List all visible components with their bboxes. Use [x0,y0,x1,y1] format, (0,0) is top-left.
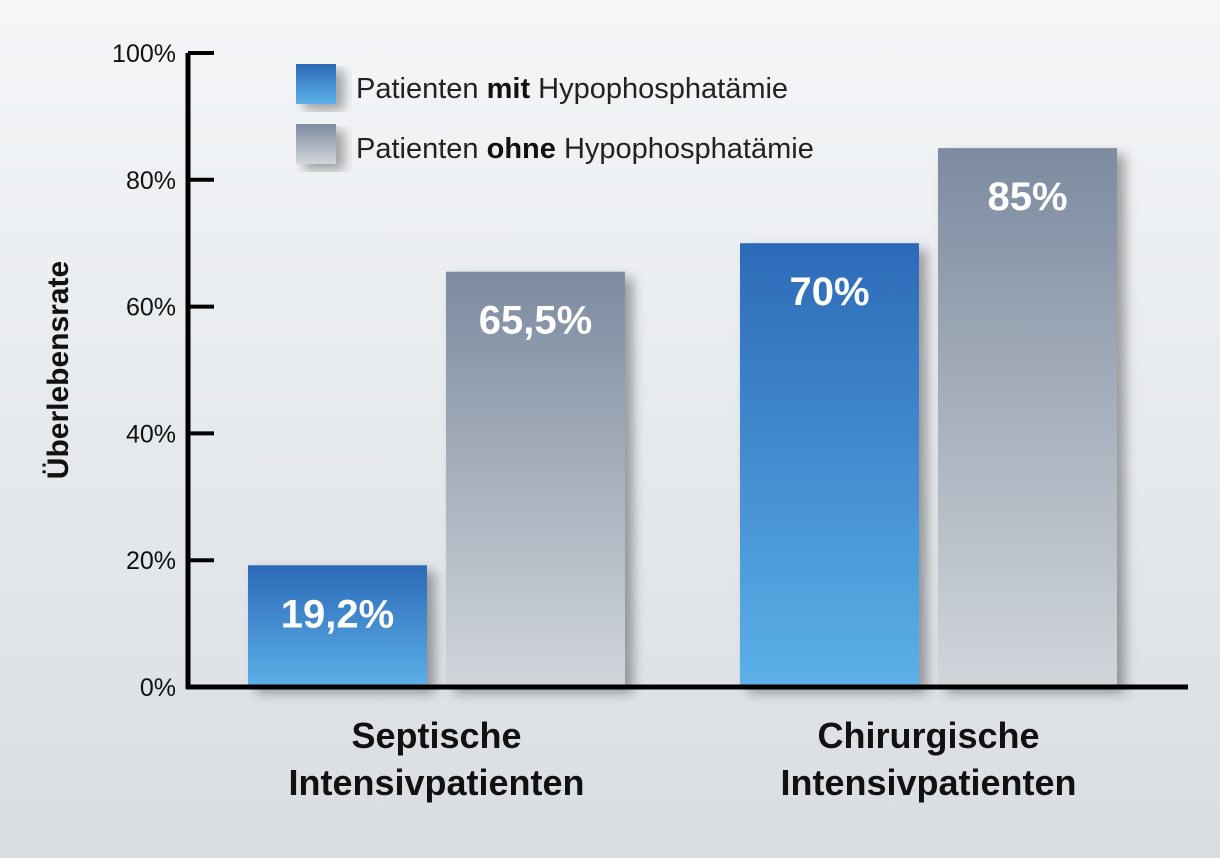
bar-mit-2 [740,243,919,687]
legend: Patienten mit Hypophosphatämie Patienten… [296,64,814,165]
category-label-1-line1: Septische [351,715,521,756]
legend-swatch-mit [296,64,336,104]
y-ticks-layer: 0% 20% 40% 60% 80% 100% [112,40,214,702]
bar-mit-1 [248,565,427,687]
y-axis-title: Überlebensrate [42,261,75,479]
y-tick-label-40: 40% [126,420,176,448]
category-label-2-line1: Chirurgische [817,715,1039,756]
category-label-1-line2: Intensivpatienten [288,762,584,803]
legend-label-ohne: Patienten ohne Hypophosphatämie [356,133,814,165]
bars-layer [248,148,1117,688]
data-labels-layer: 19,2% 65,5% 70% 85% [281,175,1068,636]
y-tick-label-60: 60% [126,294,176,322]
data-label-ohne-2: 85% [987,175,1067,219]
y-tick-label-100: 100% [112,40,176,68]
axes-layer [185,53,1188,690]
data-label-mit-2: 70% [789,270,869,314]
y-tick-label-80: 80% [126,167,176,195]
legend-swatch-ohne [296,124,336,164]
legend-label-mit: Patienten mit Hypophosphatämie [356,73,788,105]
y-tick-label-0: 0% [140,674,176,702]
data-label-mit-1: 19,2% [281,592,394,636]
category-labels-layer: Septische Intensivpatienten Chirurgische In… [288,715,1076,803]
bar-ohne-1 [446,271,625,687]
bar-ohne-2 [938,148,1117,688]
data-label-ohne-1: 65,5% [479,299,592,343]
category-label-2-line2: Intensivpatienten [780,762,1076,803]
y-tick-label-20: 20% [126,547,176,575]
